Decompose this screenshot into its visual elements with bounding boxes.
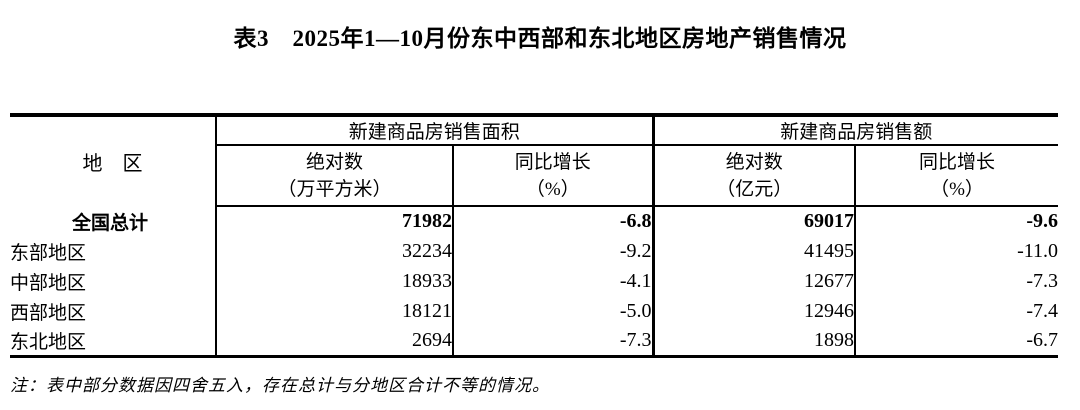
regional-sales-table: 地 区 新建商品房销售面积 新建商品房销售额 绝对数 （万平方米） 同比增长 （… [10,113,1059,358]
subheader-line2: （万平方米） [277,178,392,200]
group-header-row: 地 区 新建商品房销售面积 新建商品房销售额 [10,115,1059,206]
sales-yoy-value: -11.0 [1017,239,1059,262]
group-header-sales-value: 新建商品房销售额 [653,115,1059,146]
table-row: 东部地区 32234 -9.2 41495 -11.0 [10,236,1058,266]
subheader-value-yoy: 同比增长 （%） [855,145,1059,207]
table-row: 全国总计 71982 -6.8 69017 -9.6 [10,206,1058,236]
region-label: 东部地区 [10,236,217,266]
region-label: 东北地区 [10,326,217,356]
table-row: 西部地区 18121 -5.0 12946 -7.4 [10,296,1058,326]
table-footnote: 注：表中部分数据因四舍五入，存在总计与分地区合计不等的情况。 [10,376,550,395]
group-header-sales-area: 新建商品房销售面积 [216,115,655,146]
sales-yoy-value: -7.4 [1026,299,1059,322]
area-yoy-value: -9.2 [453,236,655,266]
sales-yoy-value: -7.3 [1026,269,1059,292]
subheader-line1: 绝对数 [725,151,783,173]
subheader-line1: 同比增长 [514,151,591,173]
area-absolute-value: 18933 [216,266,454,296]
subheader-area-yoy: 同比增长 （%） [453,145,655,207]
region-label: 中部地区 [10,266,217,296]
subheader-line2: （%） [525,178,580,200]
area-absolute-value: 18121 [216,296,454,326]
sales-yoy-value: -6.7 [1026,328,1059,351]
sales-absolute-value: 12946 [653,296,857,326]
sales-absolute-value: 69017 [653,206,857,236]
table-row: 中部地区 18933 -4.1 12677 -7.3 [10,266,1058,296]
sales-absolute-value: 1898 [653,326,857,356]
area-absolute-value: 32234 [216,236,454,266]
subheader-value-absolute: 绝对数 （亿元） [653,145,857,207]
area-absolute-value: 71982 [216,206,454,236]
sub-header-row: 绝对数 （万平方米） 同比增长 （%） 绝对数 （亿元） 同比增长 （%） [10,145,1059,207]
area-yoy-value: -5.0 [453,296,655,326]
area-yoy-value: -6.8 [453,206,655,236]
area-yoy-value: -7.3 [453,326,655,356]
region-column-header: 地 区 [10,115,217,206]
subheader-line1: 绝对数 [305,151,363,173]
subheader-line2: （%） [930,178,984,200]
region-label: 西部地区 [10,296,217,326]
subheader-line2: （亿元） [716,178,793,200]
subheader-line1: 同比增长 [919,151,996,173]
table-title: 表3 2025年1—10月份东中西部和东北地区房地产销售情况 [233,26,847,51]
region-label: 全国总计 [10,206,217,236]
area-yoy-value: -4.1 [453,266,655,296]
subheader-area-absolute: 绝对数 （万平方米） [216,145,454,207]
sales-absolute-value: 12677 [653,266,857,296]
table-row: 东北地区 2694 -7.3 1898 -6.7 [10,326,1058,356]
sales-yoy-value: -9.6 [1026,210,1059,232]
area-absolute-value: 2694 [216,326,454,356]
sales-absolute-value: 41495 [653,236,857,266]
